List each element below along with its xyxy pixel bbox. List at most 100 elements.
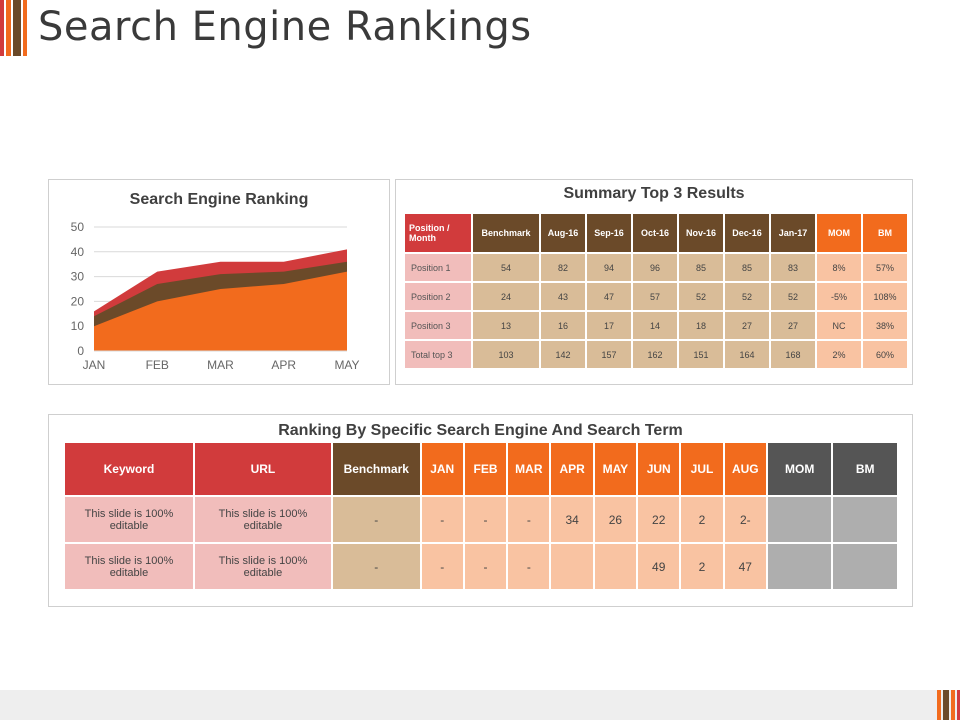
table-row: Position 2 24 43 47 57 52 52 52 -5% 108% bbox=[405, 283, 907, 310]
summary-cell: NC bbox=[817, 312, 861, 339]
summary-cell: 27 bbox=[771, 312, 815, 339]
summary-header-cell: Position / Month bbox=[405, 214, 471, 252]
ranking-cell: 2 bbox=[681, 497, 723, 542]
x-tick-label: MAY bbox=[334, 358, 359, 372]
ranking-cell: This slide is 100% editable bbox=[194, 544, 331, 589]
ranking-cell: - bbox=[508, 544, 550, 589]
ranking-table: Keyword URL Benchmark JAN FEB MAR APR MAY JUN JUL… bbox=[63, 441, 899, 591]
table-row: Position 3 13 16 17 14 18 27 27 NC 38% bbox=[405, 312, 907, 339]
summary-header-row: Position / Month Benchmark Aug-16 Sep-16 Oct… bbox=[405, 214, 907, 252]
summary-header-cell: Jan-17 bbox=[771, 214, 815, 252]
summary-cell: 83 bbox=[771, 254, 815, 281]
x-tick-label: FEB bbox=[146, 358, 169, 372]
summary-cell: 96 bbox=[633, 254, 677, 281]
summary-cell: 57% bbox=[863, 254, 907, 281]
summary-cell: Total top 3 bbox=[405, 341, 471, 368]
summary-cell: -5% bbox=[817, 283, 861, 310]
summary-cell: Position 2 bbox=[405, 283, 471, 310]
ranking-header-cell: FEB bbox=[464, 443, 507, 495]
ranking-header-cell: MOM bbox=[767, 443, 832, 495]
ranking-header-row: Keyword URL Benchmark JAN FEB MAR APR MAY JUN JUL… bbox=[65, 443, 897, 495]
area-chart: 0 10 20 30 40 50 JAN FEB MAR APR MAY bbox=[71, 220, 360, 372]
ranking-cell bbox=[833, 497, 897, 542]
y-tick-label: 10 bbox=[71, 319, 85, 333]
ranking-panel: Ranking By Specific Search Engine And Se… bbox=[48, 414, 913, 607]
y-tick-label: 20 bbox=[71, 294, 85, 308]
summary-header-cell: Dec-16 bbox=[725, 214, 769, 252]
summary-cell: 14 bbox=[633, 312, 677, 339]
summary-cell: 52 bbox=[725, 283, 769, 310]
table-row: Position 1 54 82 94 96 85 85 83 8% 57% bbox=[405, 254, 907, 281]
summary-cell: Position 1 bbox=[405, 254, 471, 281]
summary-cell: 38% bbox=[863, 312, 907, 339]
ranking-cell: - bbox=[464, 497, 507, 542]
summary-cell: 54 bbox=[473, 254, 539, 281]
summary-cell: 168 bbox=[771, 341, 815, 368]
ranking-header-cell: JUL bbox=[681, 443, 723, 495]
summary-cell: 17 bbox=[587, 312, 631, 339]
summary-header-cell: Nov-16 bbox=[679, 214, 723, 252]
summary-cell: 24 bbox=[473, 283, 539, 310]
summary-cell: 162 bbox=[633, 341, 677, 368]
summary-cell: 82 bbox=[541, 254, 585, 281]
ranking-cell: 22 bbox=[638, 497, 680, 542]
page-title: Search Engine Rankings bbox=[38, 4, 532, 50]
summary-cell: 94 bbox=[587, 254, 631, 281]
ranking-cell: 26 bbox=[594, 497, 637, 542]
summary-header-cell: Benchmark bbox=[473, 214, 539, 252]
ranking-header-cell: JUN bbox=[638, 443, 680, 495]
summary-cell: 142 bbox=[541, 341, 585, 368]
ranking-cell: - bbox=[464, 544, 507, 589]
x-tick-label: APR bbox=[271, 358, 296, 372]
table-row: Total top 3 103 142 157 162 151 164 168 2% 60% bbox=[405, 341, 907, 368]
ranking-cell: - bbox=[332, 497, 420, 542]
ranking-header-cell: Benchmark bbox=[332, 443, 420, 495]
ranking-header-cell: MAR bbox=[508, 443, 550, 495]
ranking-header-cell: AUG bbox=[724, 443, 766, 495]
chart-panel: Search Engine Ranking 0 10 20 30 40 50 JAN FEB M… bbox=[48, 179, 390, 385]
summary-cell: 85 bbox=[679, 254, 723, 281]
x-tick-label: MAR bbox=[207, 358, 234, 372]
x-tick-label: JAN bbox=[83, 358, 106, 372]
ranking-header-cell: Keyword bbox=[65, 443, 193, 495]
table-row: This slide is 100% editable This slide is… bbox=[65, 497, 897, 542]
ranking-cell bbox=[767, 544, 832, 589]
summary-cell: 47 bbox=[587, 283, 631, 310]
ranking-cell bbox=[594, 544, 637, 589]
summary-cell: 16 bbox=[541, 312, 585, 339]
summary-cell: 2% bbox=[817, 341, 861, 368]
ranking-cell bbox=[767, 497, 832, 542]
summary-header-cell: MOM bbox=[817, 214, 861, 252]
summary-cell: 27 bbox=[725, 312, 769, 339]
summary-title: Summary Top 3 Results bbox=[563, 185, 745, 202]
area-series-1 bbox=[94, 271, 347, 351]
title-accent-bars bbox=[0, 0, 30, 56]
y-tick-label: 50 bbox=[71, 220, 85, 234]
summary-cell: 103 bbox=[473, 341, 539, 368]
ranking-cell: - bbox=[421, 497, 463, 542]
summary-cell: 164 bbox=[725, 341, 769, 368]
summary-cell: 13 bbox=[473, 312, 539, 339]
chart-title: Search Engine Ranking bbox=[129, 191, 309, 208]
ranking-cell: 2 bbox=[681, 544, 723, 589]
summary-cell: 8% bbox=[817, 254, 861, 281]
ranking-header-cell: BM bbox=[833, 443, 897, 495]
y-tick-label: 0 bbox=[77, 344, 84, 358]
summary-header-cell: Sep-16 bbox=[587, 214, 631, 252]
summary-panel: Summary Top 3 Results Position / Month Be… bbox=[395, 179, 913, 385]
summary-table: Position / Month Benchmark Aug-16 Sep-16 Oct… bbox=[403, 212, 909, 370]
summary-header-cell: Oct-16 bbox=[633, 214, 677, 252]
summary-cell: 18 bbox=[679, 312, 723, 339]
ranking-cell: This slide is 100% editable bbox=[194, 497, 331, 542]
footer-band bbox=[0, 690, 960, 720]
ranking-cell: 34 bbox=[551, 497, 593, 542]
summary-cell: 157 bbox=[587, 341, 631, 368]
ranking-header-cell: JAN bbox=[421, 443, 463, 495]
y-tick-label: 40 bbox=[71, 245, 85, 259]
summary-cell: 85 bbox=[725, 254, 769, 281]
ranking-header-cell: APR bbox=[551, 443, 593, 495]
ranking-cell: - bbox=[332, 544, 420, 589]
summary-header-cell: Aug-16 bbox=[541, 214, 585, 252]
ranking-title: Ranking By Specific Search Engine And Se… bbox=[278, 422, 683, 439]
summary-cell: 57 bbox=[633, 283, 677, 310]
